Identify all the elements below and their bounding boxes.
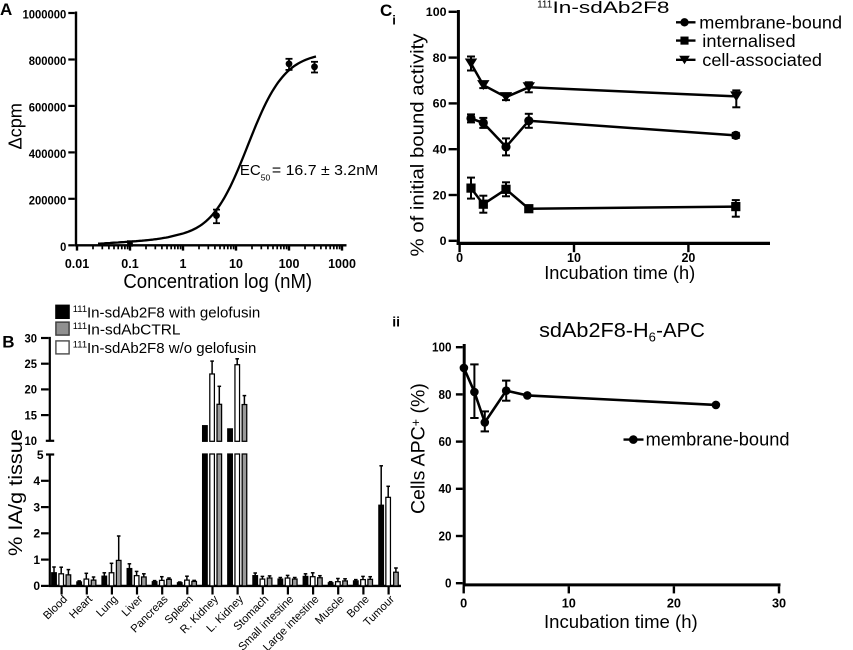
svg-text:80: 80 <box>439 388 452 402</box>
svg-text:100: 100 <box>279 257 300 271</box>
svg-text:40: 40 <box>439 482 452 496</box>
svg-text:i: i <box>392 13 396 28</box>
svg-text:membrane-bound: membrane-bound <box>699 13 842 33</box>
svg-text:40: 40 <box>433 143 447 157</box>
svg-text:0.01: 0.01 <box>65 257 89 271</box>
svg-text:3: 3 <box>33 500 40 514</box>
svg-text:Δcpm: Δcpm <box>6 103 26 150</box>
svg-text:In-sdAb2F8 w/o gelofusin: In-sdAb2F8 w/o gelofusin <box>87 340 256 357</box>
svg-text:In-sdAbCTRL: In-sdAbCTRL <box>87 321 181 338</box>
svg-text:% of initial bound activity: % of initial bound activity <box>407 33 428 257</box>
svg-text:1: 1 <box>180 257 187 271</box>
svg-text:1: 1 <box>33 553 40 567</box>
svg-text:2: 2 <box>33 527 40 541</box>
svg-text:50: 50 <box>261 173 271 183</box>
svg-text:111: 111 <box>73 340 87 351</box>
svg-text:200000: 200000 <box>29 193 67 207</box>
svg-text:A: A <box>0 0 12 19</box>
svg-text:sdAb2F8-H: sdAb2F8-H <box>539 320 649 342</box>
svg-text:Incubation time (h): Incubation time (h) <box>544 262 695 283</box>
svg-text:20: 20 <box>433 188 447 202</box>
svg-text:30: 30 <box>772 596 786 610</box>
svg-text:600000: 600000 <box>29 101 67 115</box>
svg-text:10: 10 <box>567 251 581 265</box>
svg-text:0: 0 <box>460 596 467 610</box>
svg-text:20: 20 <box>667 596 681 610</box>
svg-text:0: 0 <box>445 577 452 591</box>
svg-text:60: 60 <box>433 97 447 111</box>
svg-text:10: 10 <box>229 257 243 271</box>
svg-text:0.1: 0.1 <box>121 257 138 271</box>
svg-text:400000: 400000 <box>29 147 67 161</box>
svg-text:0: 0 <box>33 579 40 593</box>
svg-text:6: 6 <box>649 330 656 345</box>
svg-text:B: B <box>2 332 14 351</box>
svg-text:ii: ii <box>392 314 400 330</box>
svg-text:Cells APC+ (%): Cells APC+ (%) <box>408 383 430 514</box>
svg-text:C: C <box>380 1 392 20</box>
svg-text:60: 60 <box>439 435 452 449</box>
svg-text:10: 10 <box>25 434 38 448</box>
svg-text:membrane-bound: membrane-bound <box>646 429 790 449</box>
svg-text:EC: EC <box>240 162 261 179</box>
svg-text:25: 25 <box>25 357 38 371</box>
svg-text:cell-associated: cell-associated <box>702 50 822 70</box>
svg-text:Incubation time (h): Incubation time (h) <box>544 611 698 632</box>
svg-text:100: 100 <box>426 5 447 19</box>
svg-text:5: 5 <box>37 448 44 462</box>
svg-text:20: 20 <box>439 529 452 543</box>
svg-text:100: 100 <box>432 341 452 355</box>
svg-text:20: 20 <box>681 251 695 265</box>
svg-text:-APC: -APC <box>656 320 705 342</box>
svg-text:20: 20 <box>25 383 38 397</box>
svg-text:0: 0 <box>440 234 447 248</box>
svg-text:80: 80 <box>433 51 447 65</box>
svg-text:10: 10 <box>562 596 576 610</box>
svg-text:0: 0 <box>60 240 66 254</box>
svg-text:111: 111 <box>73 321 87 332</box>
svg-text:111: 111 <box>73 304 87 315</box>
svg-text:In-sdAb2F8 with gelofusin: In-sdAb2F8 with gelofusin <box>87 305 260 322</box>
svg-text:0: 0 <box>456 251 463 265</box>
svg-text:15: 15 <box>25 408 38 422</box>
svg-text:1000000: 1000000 <box>23 8 67 22</box>
svg-text:internalised: internalised <box>702 31 795 51</box>
svg-text:= 16.7 ± 3.2nM: = 16.7 ± 3.2nM <box>272 162 378 179</box>
svg-text:Concentration log (nM): Concentration log (nM) <box>123 271 312 293</box>
svg-text:4: 4 <box>33 474 40 488</box>
svg-text:In-sdAb2F8: In-sdAb2F8 <box>553 0 670 17</box>
svg-text:800000: 800000 <box>29 54 67 68</box>
svg-text:30: 30 <box>25 331 38 345</box>
svg-text:111: 111 <box>537 0 553 10</box>
svg-text:% IA/g tissue: % IA/g tissue <box>5 429 27 556</box>
svg-text:1000: 1000 <box>328 257 356 271</box>
